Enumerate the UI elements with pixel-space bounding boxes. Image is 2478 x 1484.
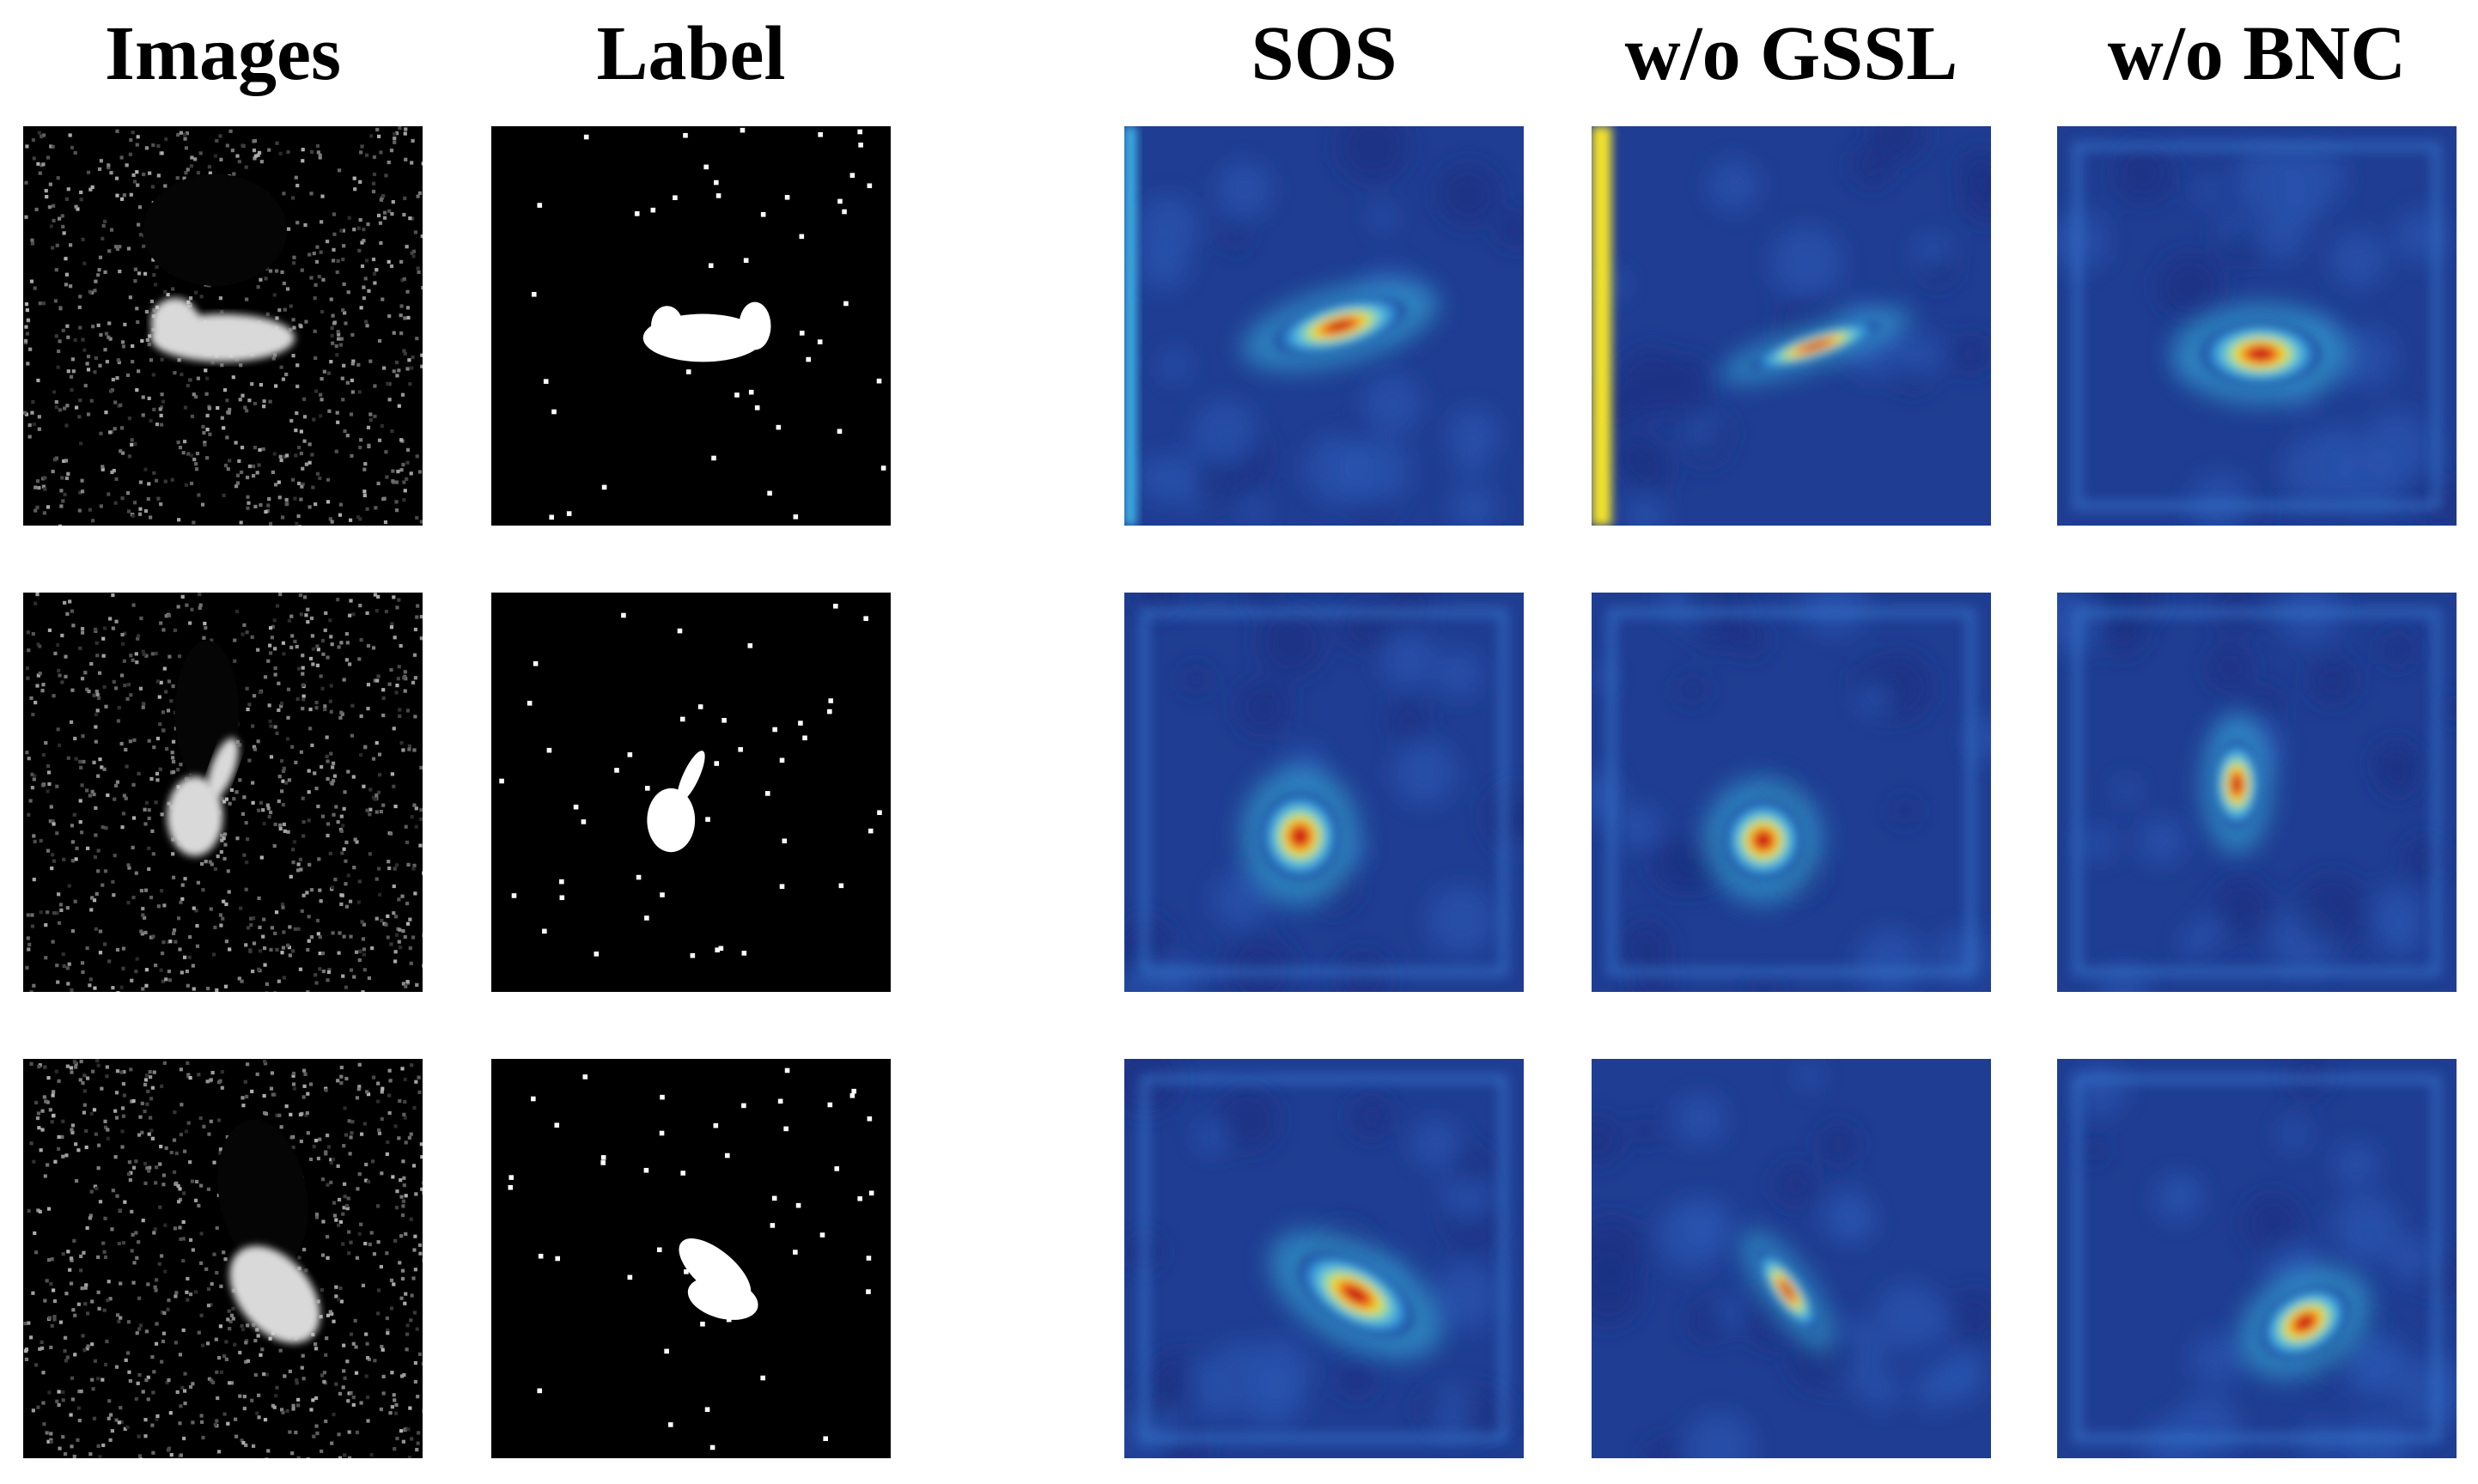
- wo_bnc-image-row-3: [2057, 1059, 2457, 1458]
- column-title-wo-bnc: w/o BNC: [2107, 11, 2407, 96]
- activation-hotspot: [1723, 800, 1804, 880]
- wo_bnc-image-row-2: [2057, 593, 2457, 992]
- heatmap-frame-artifact: [2073, 608, 2441, 976]
- target-mask: [647, 788, 696, 853]
- images-image-row-2: [23, 593, 423, 992]
- heatmap-frame-artifact: [1140, 1074, 1508, 1443]
- target-echo: [207, 738, 239, 799]
- sos-image-row-1: [1124, 126, 1524, 526]
- images-image-row-3: [23, 1059, 423, 1458]
- activation-hotspot: [1757, 1250, 1818, 1331]
- column-title-images: Images: [105, 11, 341, 96]
- activation-hotspot: [1274, 296, 1406, 356]
- column-title-label: Label: [596, 11, 786, 96]
- heatmap-frame-artifact: [2073, 142, 2441, 510]
- label-image-row-3: [491, 1059, 891, 1458]
- activation-hotspot: [2213, 740, 2262, 829]
- speckle-noise: [25, 593, 423, 992]
- column-title-wo-gssl: w/o GSSL: [1624, 11, 1958, 96]
- target-mask: [651, 306, 684, 346]
- heatmap-frame-artifact: [1140, 608, 1508, 976]
- heatmap-texture: [1124, 1059, 1511, 1458]
- heatmap-edge-artifact: [1124, 126, 1136, 526]
- wo_gssl-image-row-2: [1592, 593, 1991, 992]
- sos-image-row-2: [1124, 593, 1524, 992]
- activation-hotspot: [2201, 321, 2321, 386]
- activation-hotspot: [1750, 320, 1880, 371]
- heatmap-frame-artifact: [1607, 608, 1976, 976]
- target-echo: [229, 1245, 320, 1344]
- label-noise: [531, 127, 886, 520]
- speckle-noise: [23, 126, 423, 526]
- target-shadow: [143, 173, 287, 286]
- images-image-row-1: [23, 126, 423, 526]
- column-title-sos: SOS: [1251, 11, 1397, 96]
- activation-hotspot: [1298, 1252, 1414, 1337]
- target-mask: [739, 301, 771, 350]
- target-echo: [150, 297, 199, 346]
- heatmap-texture: [2073, 1059, 2457, 1458]
- label-image-row-1: [491, 126, 891, 526]
- wo_gssl-image-row-3: [1592, 1059, 1991, 1458]
- label-noise: [508, 1067, 874, 1451]
- target-echo: [167, 775, 223, 856]
- heatmap-frame-artifact: [2073, 1074, 2441, 1443]
- target-mask: [677, 751, 705, 802]
- activation-hotspot: [2260, 1286, 2350, 1359]
- heatmap-texture: [1592, 1061, 1991, 1458]
- activation-hotspot: [1260, 792, 1341, 880]
- wo_gssl-image-row-1: [1592, 126, 1991, 526]
- target-shadow: [217, 1119, 308, 1270]
- heatmap-edge-artifact: [1592, 126, 1612, 526]
- sos-image-row-3: [1124, 1059, 1524, 1458]
- label-image-row-2: [491, 593, 891, 992]
- wo_bnc-image-row-1: [2057, 126, 2457, 526]
- target-mask: [687, 1277, 758, 1320]
